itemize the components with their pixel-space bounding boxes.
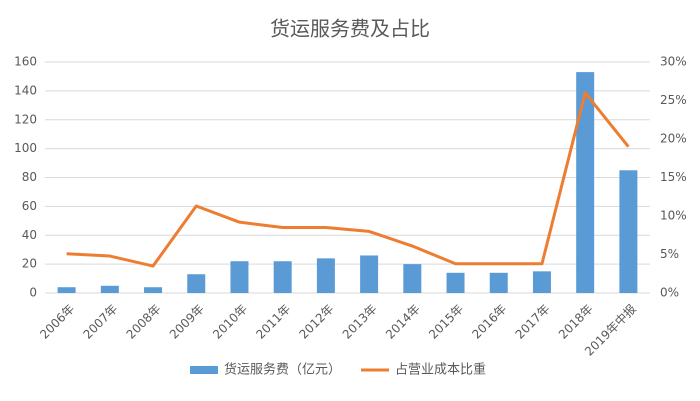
x-tick-label: 2018年 bbox=[556, 302, 596, 342]
line bbox=[66, 91, 630, 268]
x-tick-label: 2010年 bbox=[210, 302, 250, 342]
y2-tick-label: 0% bbox=[660, 286, 679, 300]
legend-label: 占营业成本比重 bbox=[395, 362, 486, 378]
y-tick-label: 100 bbox=[14, 141, 37, 155]
y-tick-label: 20 bbox=[22, 257, 37, 271]
y-tick-label: 160 bbox=[14, 55, 37, 69]
bar bbox=[576, 72, 595, 293]
x-tick-label: 2012年 bbox=[297, 302, 337, 342]
y-tick-label: 60 bbox=[22, 199, 37, 213]
bar bbox=[619, 170, 638, 293]
y2-tick-label: 25% bbox=[660, 93, 687, 107]
y2-tick-label: 5% bbox=[660, 247, 679, 261]
x-tick-label: 2006年 bbox=[37, 302, 77, 342]
x-tick-label: 2013年 bbox=[340, 302, 380, 342]
bar bbox=[489, 272, 508, 293]
y-tick-label: 0 bbox=[29, 286, 37, 300]
y2-tick-label: 20% bbox=[660, 132, 687, 146]
chart-title: 货运服务费及占比 bbox=[270, 17, 430, 41]
y-tick-label: 40 bbox=[22, 228, 37, 242]
x-tick-label: 2011年 bbox=[253, 302, 293, 342]
x-tick-label: 2017年 bbox=[513, 302, 553, 342]
y2-tick-label: 15% bbox=[660, 170, 687, 184]
bar bbox=[144, 287, 163, 293]
x-tick-label: 2008年 bbox=[124, 302, 164, 342]
bar bbox=[100, 285, 119, 293]
bar bbox=[187, 274, 206, 293]
bar bbox=[57, 287, 76, 293]
y-tick-label: 80 bbox=[22, 170, 37, 184]
y-tick-label: 120 bbox=[14, 112, 37, 126]
bar bbox=[230, 261, 249, 293]
x-tick-label: 2009年 bbox=[167, 302, 207, 342]
legend-label: 货运服务费（亿元） bbox=[224, 362, 341, 378]
bar bbox=[446, 272, 465, 293]
y2-tick-label: 10% bbox=[660, 209, 687, 223]
x-tick-label: 2016年 bbox=[469, 302, 509, 342]
bar bbox=[403, 264, 422, 293]
x-tick-label: 2014年 bbox=[383, 302, 423, 342]
y2-tick-label: 30% bbox=[660, 55, 687, 69]
y-tick-label: 140 bbox=[14, 83, 37, 97]
bar bbox=[532, 271, 551, 293]
x-tick-label: 2015年 bbox=[426, 302, 466, 342]
bar bbox=[273, 261, 292, 293]
x-tick-label: 2007年 bbox=[80, 302, 120, 342]
legend-swatch bbox=[190, 366, 218, 374]
bar bbox=[360, 255, 379, 293]
bar bbox=[316, 258, 335, 293]
